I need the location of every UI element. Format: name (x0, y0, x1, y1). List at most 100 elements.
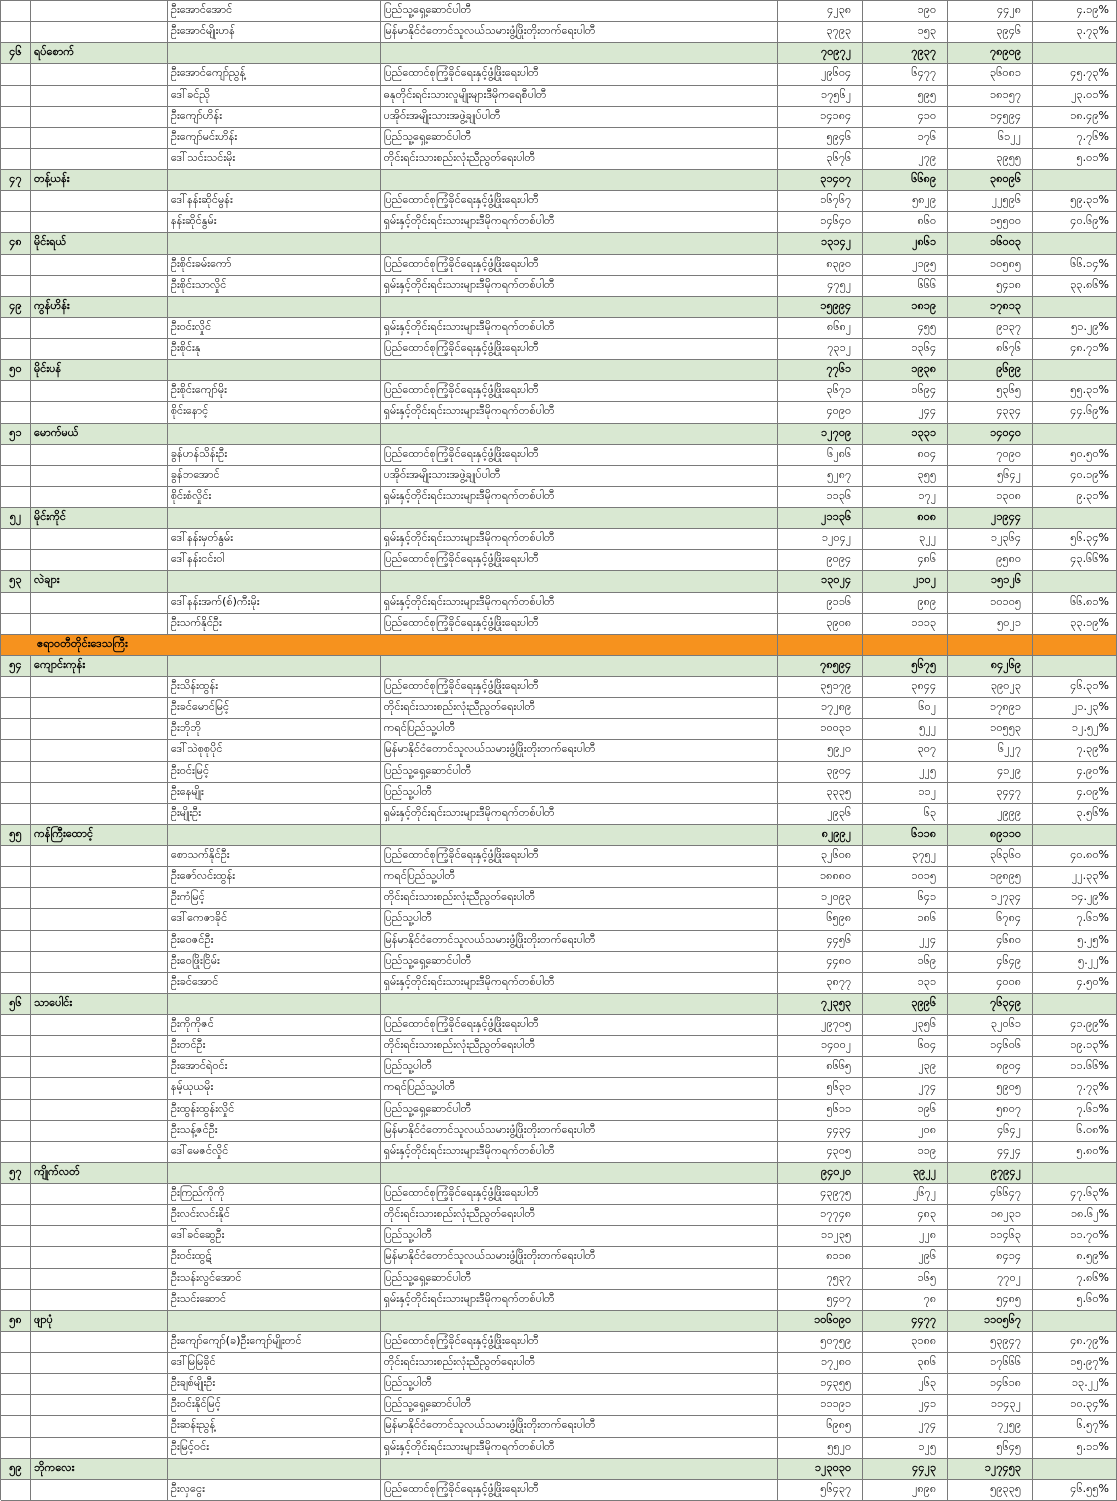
cell-votes-advance: ၈၀၄ (863, 444, 949, 466)
table-row: ဒေါ်နန်းငင်းဝါ ပြည်ထောင်စုကြံ့ခိုင်ရေးနှင… (1, 550, 1117, 572)
cell-party-name: ပြည်သူ့ရှေ့ဆောင်ပါတီ (380, 951, 779, 973)
cell-township-number (1, 951, 31, 973)
cell-party-name (380, 43, 779, 65)
cell-township-number (1, 191, 31, 213)
cell-percent: ၄၇.၆၃% (1033, 1184, 1117, 1206)
cell-township-name (30, 1184, 168, 1206)
cell-party-name: ပြည်ထောင်စုကြံ့ခိုင်ရေးနှင့်ဖွံ့ဖြိုးရေး… (380, 613, 779, 635)
cell-candidate-name: ဒေါ်ကေဇာခိုင် (167, 909, 381, 931)
cell-votes-ballot: ၁၂၃၀၃၀ (778, 1458, 864, 1480)
cell-township-name (30, 550, 168, 572)
cell-votes-advance: ၉၈၉ (863, 592, 949, 614)
cell-township-name (30, 698, 168, 720)
cell-township-number (1, 444, 31, 466)
cell-candidate-name: နမ့်ယုယမိုး (167, 1078, 381, 1100)
cell-percent: ၂၃.၀၁% (1033, 85, 1117, 107)
cell-votes-ballot: ၁၇၅၆၂ (778, 85, 864, 107)
cell-candidate-name: ဦးသန်းလွင်အောင် (167, 1268, 381, 1290)
cell-votes-advance: ၁၅၃ (863, 22, 949, 44)
region-title: ဧရာဝတီတိုင်းဒေသကြီး (1, 634, 779, 656)
cell-party-name (380, 1310, 779, 1332)
cell-candidate-name: နန်းဆိုင်နွမ်း (167, 212, 381, 234)
cell-votes-ballot: ၁၀၆၀၉၀ (778, 1310, 864, 1332)
cell-township-name (30, 1120, 168, 1142)
cell-candidate-name (167, 423, 381, 445)
cell-percent: ၁၁.၆၆% (1033, 1057, 1117, 1079)
cell-votes-advance: ၁၆၉၄ (863, 381, 949, 403)
cell-percent: ၃၃.၁၉% (1033, 613, 1117, 635)
cell-votes-ballot: ၄၄၃၄ (778, 1120, 864, 1142)
cell-township-name (30, 719, 168, 741)
cell-party-name: ပြည်သူ့ပါတီ (380, 782, 779, 804)
cell-township-number (1, 1374, 31, 1396)
cell-votes-ballot: ၁၆၇၆၇ (778, 191, 864, 213)
table-row: ၄၆ ရပ်စောက် ၇၀၉၇၂ ၇၉၃၇ ၇၈၉၀၉ (1, 43, 1117, 65)
cell-votes-total: ၈၆၇၆ (948, 339, 1034, 361)
cell-party-name: ကရင်ပြည်သူ့ပါတီ (380, 1078, 779, 1100)
cell-votes-advance: ၂၀၈ (863, 1120, 949, 1142)
cell-candidate-name: ဦးဆန်းညွန့် (167, 1416, 381, 1438)
cell-candidate-name: ဦးစိုင်းသာလှိုင် (167, 275, 381, 297)
cell-party-name: တိုင်းရင်းသားစည်းလုံးညီညွတ်ရေးပါတီ (380, 698, 779, 720)
cell-party-name: ပြည်ထောင်စုကြံ့ခိုင်ရေးနှင့်ဖွံ့ဖြိုးရေး… (380, 1015, 779, 1037)
cell-votes-ballot: ၁၃၀၂၄ (778, 571, 864, 593)
table-row: ဦးကိုကိုဇင် ပြည်ထောင်စုကြံ့ခိုင်ရေးနှင့်ဖ… (1, 1015, 1117, 1037)
cell-votes-advance: ၁၃၆၄ (863, 339, 949, 361)
cell-township-number (1, 275, 31, 297)
cell-township-number: ၅၉ (1, 1458, 31, 1480)
cell-township-number (1, 106, 31, 128)
table-row: ၅၈ ဖျာပုံ ၁၀၆၀၉၀ ၄၄၇၇ ၁၁၀၅၆၇ (1, 1310, 1117, 1332)
cell-percent: ၁၃.၂၂% (1033, 1374, 1117, 1396)
cell-votes-total: ၃၈၀၉၆ (948, 170, 1034, 192)
table-row: ၄၇ တန့်ယန်း ၃၁၄၀၇ ၆၆၈၉ ၃၈၀၉၆ (1, 170, 1117, 192)
cell-township-name: မိုင်းပန် (30, 360, 168, 382)
cell-votes-total: ၁၁၄၃၂ (948, 1395, 1034, 1417)
cell-township-name (30, 1268, 168, 1290)
table-row: ဦးသက်နိုင်ဦး ပြည်ထောင်စုကြံ့ခိုင်ရေးနှင့်… (1, 613, 1117, 635)
cell-votes-advance: ၆၄၇၇ (863, 64, 949, 86)
table-row: ဦးသန့်ဇင်ဦး မြန်မာနိုင်ငံတောင်သူလယ်သမားဖွ… (1, 1120, 1117, 1142)
cell-votes-total: ၅၃၆၅ (948, 381, 1034, 403)
cell-candidate-name: ဦးကိုကိုဇင် (167, 1015, 381, 1037)
cell-percent (1033, 1458, 1117, 1480)
cell-votes-advance: ၂၇၄ (863, 1416, 949, 1438)
cell-votes-ballot: ၄၄၈၀ (778, 951, 864, 973)
cell-township-number (1, 909, 31, 931)
cell-votes-ballot: ၃၁၄၀၇ (778, 170, 864, 192)
table-row: ဒေါ်မြမြခိုင် တိုင်းရင်းသားစည်းလုံးညီညွတ်… (1, 1353, 1117, 1375)
cell-votes-ballot: ၁၂၀၉၃ (778, 888, 864, 910)
cell-percent: ၅.၂၂% (1033, 951, 1117, 973)
cell-percent (1033, 170, 1117, 192)
cell-votes-total: ၁၇၆၆၆ (948, 1353, 1034, 1375)
cell-votes-advance: ၅၆၇၅ (863, 655, 949, 677)
cell-township-number (1, 677, 31, 699)
cell-township-name (30, 317, 168, 339)
cell-township-number (1, 402, 31, 424)
cell-votes-total: ၁၁၀၅၆၇ (948, 1310, 1034, 1332)
cell-votes-total: ၁၀၅၅၃ (948, 719, 1034, 741)
cell-party-name: ပြည်ထောင်စုကြံ့ခိုင်ရေးနှင့်ဖွံ့ဖြိုးရေး… (380, 1331, 779, 1353)
cell-percent: ၄.၀၉% (1033, 782, 1117, 804)
cell-votes-ballot: ၂၉၃၆ (778, 803, 864, 825)
table-row: ဒေါ်နန်းအက်(စ်)ကီးမိုး ရှမ်းနှင့်တိုင်းရင… (1, 592, 1117, 614)
cell-township-number (1, 1099, 31, 1121)
cell-township-name (30, 1247, 168, 1269)
cell-percent: ၅.၁၁% (1033, 1437, 1117, 1459)
cell-candidate-name: ဦးလှငွေး (167, 1479, 381, 1501)
cell-percent: ၁၄.၂၉% (1033, 888, 1117, 910)
cell-candidate-name: ဦးစိုင်းခမ်းကော် (167, 254, 381, 276)
cell-township-name (30, 1416, 168, 1438)
cell-candidate-name: ခွန်ဟန်သိန်းဦး (167, 444, 381, 466)
cell-votes-ballot: ၁၇၇၄၈ (778, 1205, 864, 1227)
cell-votes-advance: ၃၈၆ (863, 1353, 949, 1375)
cell-township-name: ဘိုကလေး (30, 1458, 168, 1480)
cell-votes-total: ၇၆၃၄၉ (948, 993, 1034, 1015)
cell-party-name: ရှမ်းနှင့်တိုင်းရင်းသားများဒီမိုကရက်တစ်ပ… (380, 529, 779, 551)
cell-votes-total: ၁၁၄၆၃ (948, 1226, 1034, 1248)
cell-votes-total: ၉၁၃၇ (948, 317, 1034, 339)
cell-township-number (1, 1015, 31, 1037)
cell-candidate-name: ဦးအောင်အောင် (167, 1, 381, 23)
table-row: ဦးစိုင်းကျော်မိုး ပြည်ထောင်စုကြံ့ခိုင်ရေး… (1, 381, 1117, 403)
cell-votes-total: ၁၂၃၆၄ (948, 529, 1034, 551)
cell-township-name (30, 1078, 168, 1100)
